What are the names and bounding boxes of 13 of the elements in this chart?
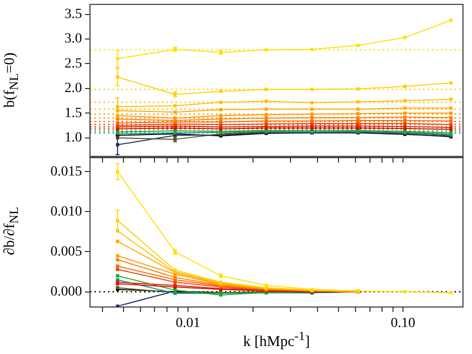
- y-tick-label: 2.5: [64, 56, 82, 72]
- x-tick-label: 0.10: [390, 316, 416, 332]
- x-axis-title: k [hMpc$^{-1}$]: [243, 329, 310, 351]
- y-tick-label: 0.010: [50, 204, 82, 220]
- y-tick-label: 3.5: [64, 6, 82, 22]
- y-tick-label: 1.0: [64, 130, 82, 146]
- y-tick-label: 0.015: [50, 164, 82, 180]
- y-tick-label: 1.5: [64, 106, 82, 121]
- y-tick-label: 0.000: [50, 284, 82, 300]
- x-tick-label: 0.01: [176, 316, 200, 332]
- y-tick-label: 0.005: [50, 244, 82, 260]
- y-tick-label: 2.0: [64, 81, 82, 96]
- y-tick-label: 3.0: [64, 32, 82, 47]
